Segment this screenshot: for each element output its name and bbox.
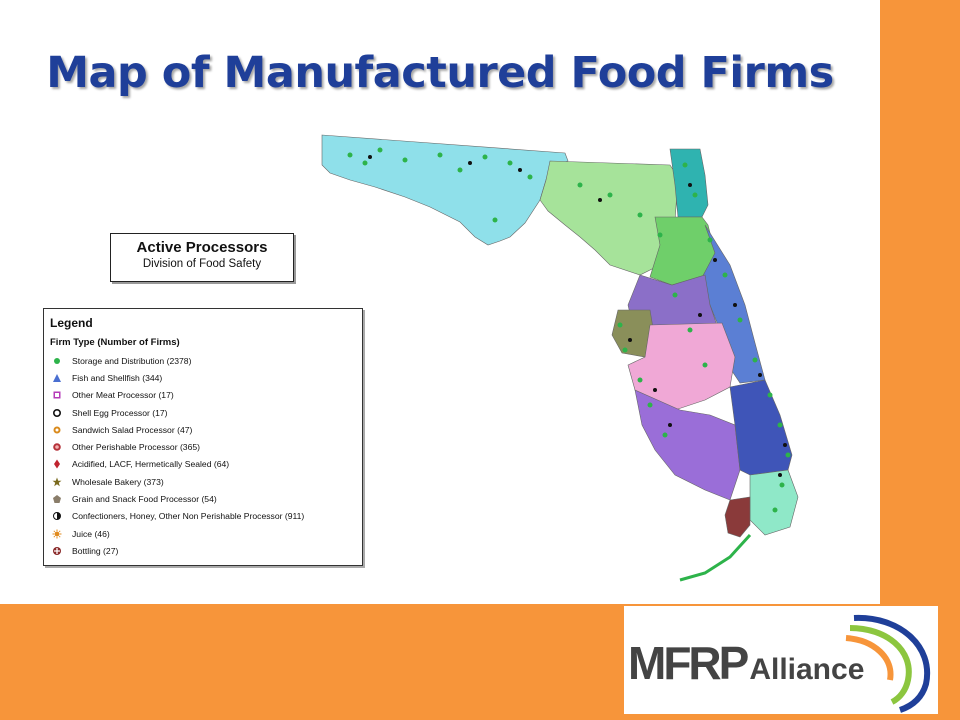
legend-item-label: Grain and Snack Food Processor (54) xyxy=(72,494,217,505)
half-black-circle-icon xyxy=(50,511,64,521)
florida-keys xyxy=(679,533,752,582)
legend-item-label: Bottling (27) xyxy=(72,545,119,556)
orange-side-bar xyxy=(880,0,960,604)
active-processors-box: Active Processors Division of Food Safet… xyxy=(110,233,294,282)
orange-ring-icon xyxy=(50,425,64,435)
red-target-icon xyxy=(50,442,64,452)
logo-mfrp-text: MFRP xyxy=(628,637,749,689)
map-dark-dots xyxy=(368,155,787,477)
legend-item: Fish and Shellfish (344) xyxy=(50,369,362,386)
olive-star-icon xyxy=(50,477,64,487)
region-miami-dade xyxy=(749,469,799,536)
region-panhandle xyxy=(321,134,569,246)
mfrp-alliance-logo: MFRP Alliance xyxy=(624,606,938,714)
legend-list: Storage and Distribution (2378) Fish and … xyxy=(44,352,362,560)
orange-sun-icon xyxy=(50,529,64,539)
legend-title: Legend xyxy=(50,316,93,330)
active-processors-subtitle: Division of Food Safety xyxy=(142,258,262,270)
legend-item: Bottling (27) xyxy=(50,542,362,559)
active-processors-title: Active Processors xyxy=(136,239,268,256)
region-northeast xyxy=(669,148,709,218)
legend-item: Storage and Distribution (2378) xyxy=(50,352,362,369)
purple-square-icon xyxy=(50,390,64,400)
legend-item: Wholesale Bakery (373) xyxy=(50,473,362,490)
blue-triangle-icon xyxy=(50,373,64,383)
map-dots xyxy=(347,147,791,513)
legend-item-label: Sandwich Salad Processor (47) xyxy=(72,424,193,435)
legend-item-label: Other Meat Processor (17) xyxy=(72,390,174,401)
red-diamond-icon xyxy=(50,459,64,469)
legend-item-label: Storage and Distribution (2378) xyxy=(72,355,192,366)
maroon-cross-icon xyxy=(50,546,64,556)
legend-item: Other Perishable Processor (365) xyxy=(50,438,362,455)
legend-item-label: Wholesale Bakery (373) xyxy=(72,476,164,487)
slide-title: Map of Manufactured Food Firms xyxy=(46,48,834,98)
legend-item: Shell Egg Processor (17) xyxy=(50,404,362,421)
gray-pentagon-icon xyxy=(50,494,64,504)
logo-alliance-text: Alliance xyxy=(749,653,865,686)
legend-item-label: Shell Egg Processor (17) xyxy=(72,407,168,418)
legend-item-label: Other Perishable Processor (365) xyxy=(72,442,201,453)
logo-swoosh-icon xyxy=(845,614,931,713)
legend-subtitle: Firm Type (Number of Firms) xyxy=(50,337,180,348)
legend-item: Grain and Snack Food Processor (54) xyxy=(50,490,362,507)
legend-item-label: Acidified, LACF, Hermetically Sealed (64… xyxy=(72,459,230,470)
legend-item: Other Meat Processor (17) xyxy=(50,387,362,404)
legend-item: Sandwich Salad Processor (47) xyxy=(50,421,362,438)
legend-item: Acidified, LACF, Hermetically Sealed (64… xyxy=(50,456,362,473)
black-ring-icon xyxy=(50,408,64,418)
map-legend: Legend Firm Type (Number of Firms) Stora… xyxy=(43,308,363,566)
legend-item: Confectioners, Honey, Other Non Perishab… xyxy=(50,508,362,525)
green-dot-icon xyxy=(50,356,64,366)
legend-item-label: Confectioners, Honey, Other Non Perishab… xyxy=(72,511,305,522)
florida-map xyxy=(321,134,799,582)
region-southeast xyxy=(729,379,793,476)
region-monroe xyxy=(724,496,751,538)
legend-item-label: Juice (46) xyxy=(72,528,110,539)
legend-item: Juice (46) xyxy=(50,525,362,542)
legend-item-label: Fish and Shellfish (344) xyxy=(72,372,163,383)
